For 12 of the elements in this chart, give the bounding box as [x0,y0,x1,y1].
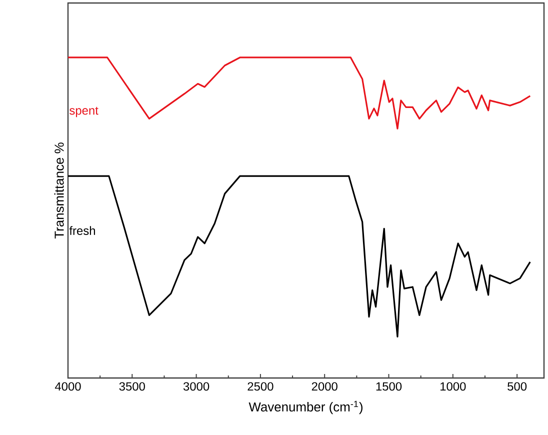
x-tick-label: 2500 [248,382,274,391]
x-tick-label: 3000 [183,382,210,391]
text: spent [70,106,98,118]
x-tick-label: 500 [508,382,527,391]
x-tick-label: 2000 [312,382,338,391]
x-tick-label: 4000 [54,382,81,391]
text: fresh [69,226,95,235]
x-tick-label: 1000 [440,382,466,391]
y-axis-title: Transmittance % [54,142,64,239]
x-tick-label: 3500 [119,382,145,391]
x-tick-label: 1500 [376,382,402,391]
x-axis-title: Wavenumber (cm$^{-1}$) [248,400,362,414]
